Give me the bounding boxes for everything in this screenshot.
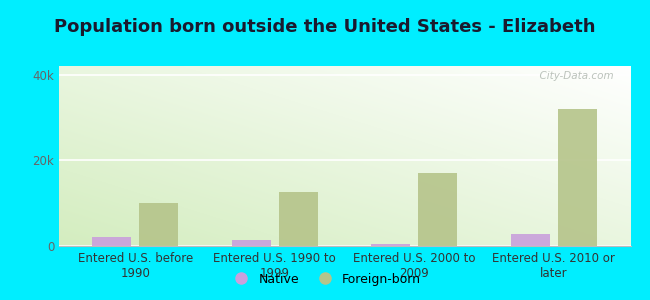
Bar: [371, 244, 410, 246]
Text: Population born outside the United States - Elizabeth: Population born outside the United State…: [54, 18, 596, 36]
Bar: [279, 192, 318, 246]
Bar: [92, 237, 131, 246]
Bar: [511, 234, 550, 246]
Bar: [139, 203, 178, 246]
Legend: Native, Foreign-born: Native, Foreign-born: [224, 268, 426, 291]
Bar: [558, 109, 597, 246]
Bar: [232, 240, 271, 246]
Text: City-Data.com: City-Data.com: [533, 71, 614, 81]
Bar: [418, 173, 457, 246]
